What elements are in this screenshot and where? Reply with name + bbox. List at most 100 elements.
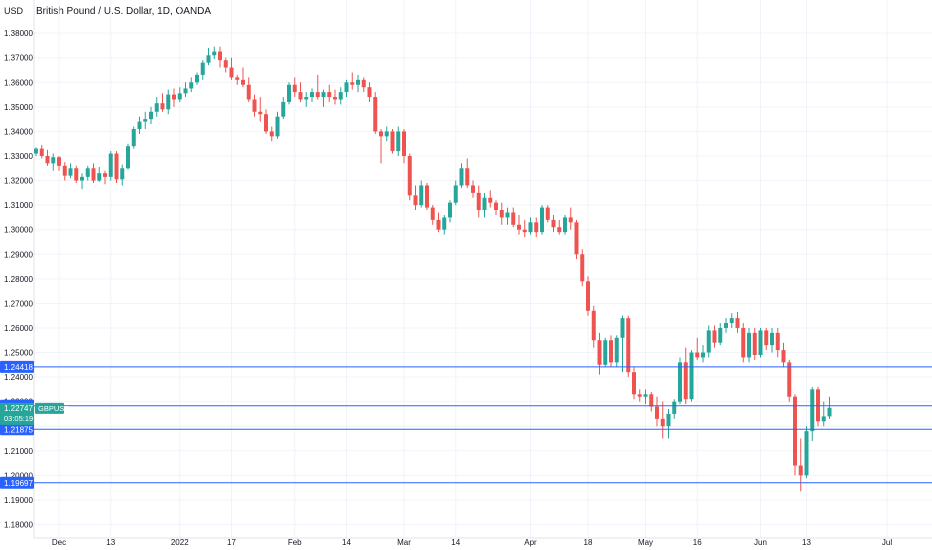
candle-body <box>85 168 90 177</box>
symbol-tag <box>35 402 64 414</box>
candle-body <box>430 207 435 220</box>
x-tick-label: Jun <box>754 538 767 547</box>
candle-body <box>453 185 458 203</box>
candle-body <box>597 340 602 365</box>
candle-body <box>580 254 585 282</box>
x-tick-label: 2022 <box>171 538 189 547</box>
candle-body <box>517 224 521 230</box>
candle-body <box>436 219 441 230</box>
candle-body <box>563 217 567 233</box>
price-line-tag <box>0 423 34 436</box>
candle-body <box>764 330 769 346</box>
candle-body <box>51 157 56 164</box>
candle-body <box>304 97 309 100</box>
candle-body <box>781 350 786 363</box>
candle-body <box>689 352 694 400</box>
y-tick-label: 1.21000 <box>4 447 33 456</box>
candle-body <box>379 131 383 137</box>
candle-body <box>114 153 119 180</box>
candle-body <box>476 192 481 211</box>
y-tick-label: 1.29000 <box>4 250 33 259</box>
candle-body <box>488 197 493 203</box>
candle-body <box>804 431 809 476</box>
candle-body <box>551 219 556 228</box>
candle-body <box>534 222 539 233</box>
candle-body <box>448 202 452 218</box>
candle-body <box>494 202 498 211</box>
x-axis: Dec 13 2022 17 Feb 14 Mar 14 Apr 18 May 16 Jun 13 Jul <box>52 538 892 547</box>
candle-body <box>344 82 349 93</box>
candle-body <box>672 401 677 414</box>
candle-body <box>62 165 67 176</box>
candle-body <box>471 185 475 193</box>
y-axis: 1.180001.190001.200001.210001.220001.230… <box>4 29 33 529</box>
x-tick-label: May <box>638 538 653 547</box>
x-tick-label: Dec <box>52 538 66 547</box>
candle-body <box>770 332 774 346</box>
candle-body <box>206 55 211 63</box>
candle-body <box>586 281 590 311</box>
candle-body <box>701 352 705 358</box>
candle-body <box>614 337 619 363</box>
candle-body <box>149 111 153 120</box>
candle-body <box>310 92 314 98</box>
candle-body <box>275 116 280 137</box>
candle-body <box>419 185 424 206</box>
candle-body <box>747 332 751 358</box>
candle-body <box>620 318 625 338</box>
candle-body <box>126 146 130 169</box>
candle-body <box>108 153 113 177</box>
candle-body <box>724 323 728 328</box>
price-line-label: 1.21875 <box>4 425 33 434</box>
candle-body <box>557 227 562 233</box>
candle-body <box>482 197 487 211</box>
candle-body <box>637 394 642 397</box>
candle-body <box>103 173 107 177</box>
candle-body <box>137 121 142 129</box>
candle-body <box>505 212 510 218</box>
candle-body <box>91 168 96 181</box>
candle-body <box>752 332 757 355</box>
candle-body <box>264 114 268 132</box>
candle-body <box>39 148 44 156</box>
x-tick-label: 14 <box>342 538 351 547</box>
candle-body <box>195 74 199 83</box>
candle-body <box>695 352 700 358</box>
candle-body <box>465 168 470 186</box>
candle-body <box>143 119 148 122</box>
candle-body <box>315 92 320 98</box>
candle-body <box>281 101 286 117</box>
candle-body <box>499 210 504 218</box>
candle-body <box>212 51 217 56</box>
candle-body <box>258 111 263 115</box>
symbol-label: GBPUSD <box>38 404 70 413</box>
candle-body <box>160 103 165 110</box>
candle-body <box>528 222 533 233</box>
candle-body <box>287 84 291 102</box>
candle-body <box>402 131 406 156</box>
candle-body <box>793 396 797 466</box>
candle-body <box>712 330 717 343</box>
candle-body <box>649 394 654 407</box>
candle-body <box>154 103 159 112</box>
candle-body <box>166 94 171 110</box>
candle-body <box>798 465 803 476</box>
candle-body <box>131 128 136 147</box>
candle-body <box>718 327 723 343</box>
x-tick-label: 17 <box>227 538 236 547</box>
candle-body <box>540 207 544 233</box>
candles-layer <box>34 46 832 492</box>
candle-body <box>373 97 378 132</box>
y-tick-label: 1.20000 <box>4 471 33 480</box>
y-tick-label: 1.28000 <box>4 275 33 284</box>
price-line-label: 1.19697 <box>4 479 33 488</box>
candle-body <box>632 372 636 395</box>
x-tick-label: 16 <box>693 538 702 547</box>
candle-body <box>413 195 418 206</box>
candle-body <box>333 97 337 100</box>
price-line-tag <box>0 476 34 489</box>
candle-body <box>321 92 326 98</box>
candle-body <box>97 173 102 181</box>
candle-body <box>241 79 245 85</box>
